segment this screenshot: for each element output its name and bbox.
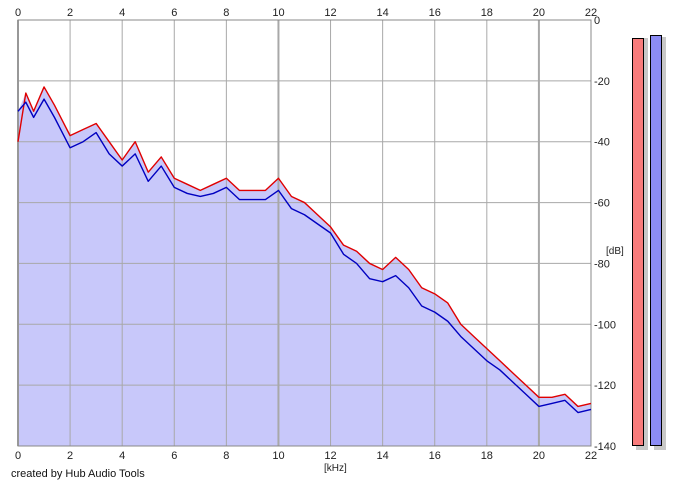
y-axis-label: [dB] <box>606 246 624 257</box>
credit-text: created by Hub Audio Tools <box>11 468 145 480</box>
y-tick-label: -40 <box>594 137 610 149</box>
y-tick-label: -140 <box>594 441 616 453</box>
y-tick-label: -100 <box>594 319 616 331</box>
axis-tick-labels: 002244668810101212141416161818202022220-… <box>15 7 616 462</box>
x-tick-label-bottom: 18 <box>481 450 493 462</box>
x-tick-label-top: 2 <box>67 7 73 19</box>
spectrum-series <box>17 86 592 414</box>
x-tick-label-top: 18 <box>481 7 493 19</box>
y-tick-label: -60 <box>594 198 610 210</box>
x-tick-label-bottom: 16 <box>429 450 441 462</box>
x-tick-label-bottom: 2 <box>67 450 73 462</box>
x-tick-label-bottom: 4 <box>119 450 125 462</box>
x-tick-label-top: 10 <box>272 7 284 19</box>
x-tick-label-bottom: 14 <box>377 450 389 462</box>
plot-grid <box>17 19 592 447</box>
spectrum-fill <box>18 86 591 446</box>
y-tick-label: -80 <box>594 258 610 270</box>
x-tick-label-top: 20 <box>533 7 545 19</box>
x-tick-label-bottom: 20 <box>533 450 545 462</box>
x-axis-label: [kHz] <box>324 463 347 474</box>
spectrum-fill-area <box>18 86 591 446</box>
x-tick-label-bottom: 6 <box>171 450 177 462</box>
x-tick-label-top: 16 <box>429 7 441 19</box>
y-tick-label: -20 <box>594 76 610 88</box>
x-tick-label-top: 12 <box>324 7 336 19</box>
x-tick-label-bottom: 10 <box>272 450 284 462</box>
x-tick-label-bottom: 12 <box>324 450 336 462</box>
x-tick-label-top: 8 <box>223 7 229 19</box>
x-tick-label-top: 6 <box>171 7 177 19</box>
y-tick-label: 0 <box>594 15 600 27</box>
series-line-1 <box>17 98 592 414</box>
x-tick-label-top: 14 <box>377 7 389 19</box>
plot-border <box>17 19 592 447</box>
x-tick-label-top: 22 <box>585 7 597 19</box>
x-tick-label-bottom: 8 <box>223 450 229 462</box>
left-channel-level-meter <box>632 38 644 446</box>
x-tick-label-bottom: 22 <box>585 450 597 462</box>
series-line-0 <box>17 86 592 408</box>
x-tick-label-top: 4 <box>119 7 125 19</box>
x-tick-label-bottom: 0 <box>15 450 21 462</box>
y-tick-label: -120 <box>594 380 616 392</box>
right-channel-level-meter <box>650 35 662 446</box>
x-tick-label-top: 0 <box>15 7 21 19</box>
